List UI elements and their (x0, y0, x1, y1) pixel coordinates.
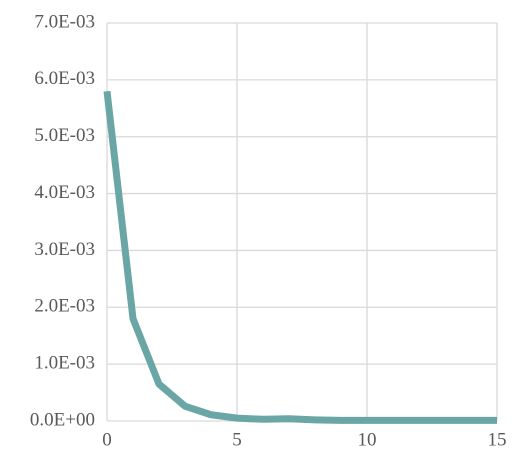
y-tick-label: 5.0E-03 (34, 125, 95, 146)
x-tick-label: 15 (488, 429, 507, 450)
y-tick-label: 0.0E+00 (30, 409, 95, 430)
x-tick-label: 0 (102, 429, 112, 450)
y-tick-label: 3.0E-03 (34, 239, 95, 260)
y-tick-label: 7.0E-03 (34, 11, 95, 32)
x-tick-label: 10 (358, 429, 377, 450)
y-tick-label: 6.0E-03 (34, 68, 95, 89)
x-tick-label: 5 (232, 429, 242, 450)
y-tick-label: 2.0E-03 (34, 296, 95, 317)
y-tick-label: 4.0E-03 (34, 182, 95, 203)
data-line (103, 90, 497, 424)
y-tick-label: 1.0E-03 (34, 353, 95, 374)
